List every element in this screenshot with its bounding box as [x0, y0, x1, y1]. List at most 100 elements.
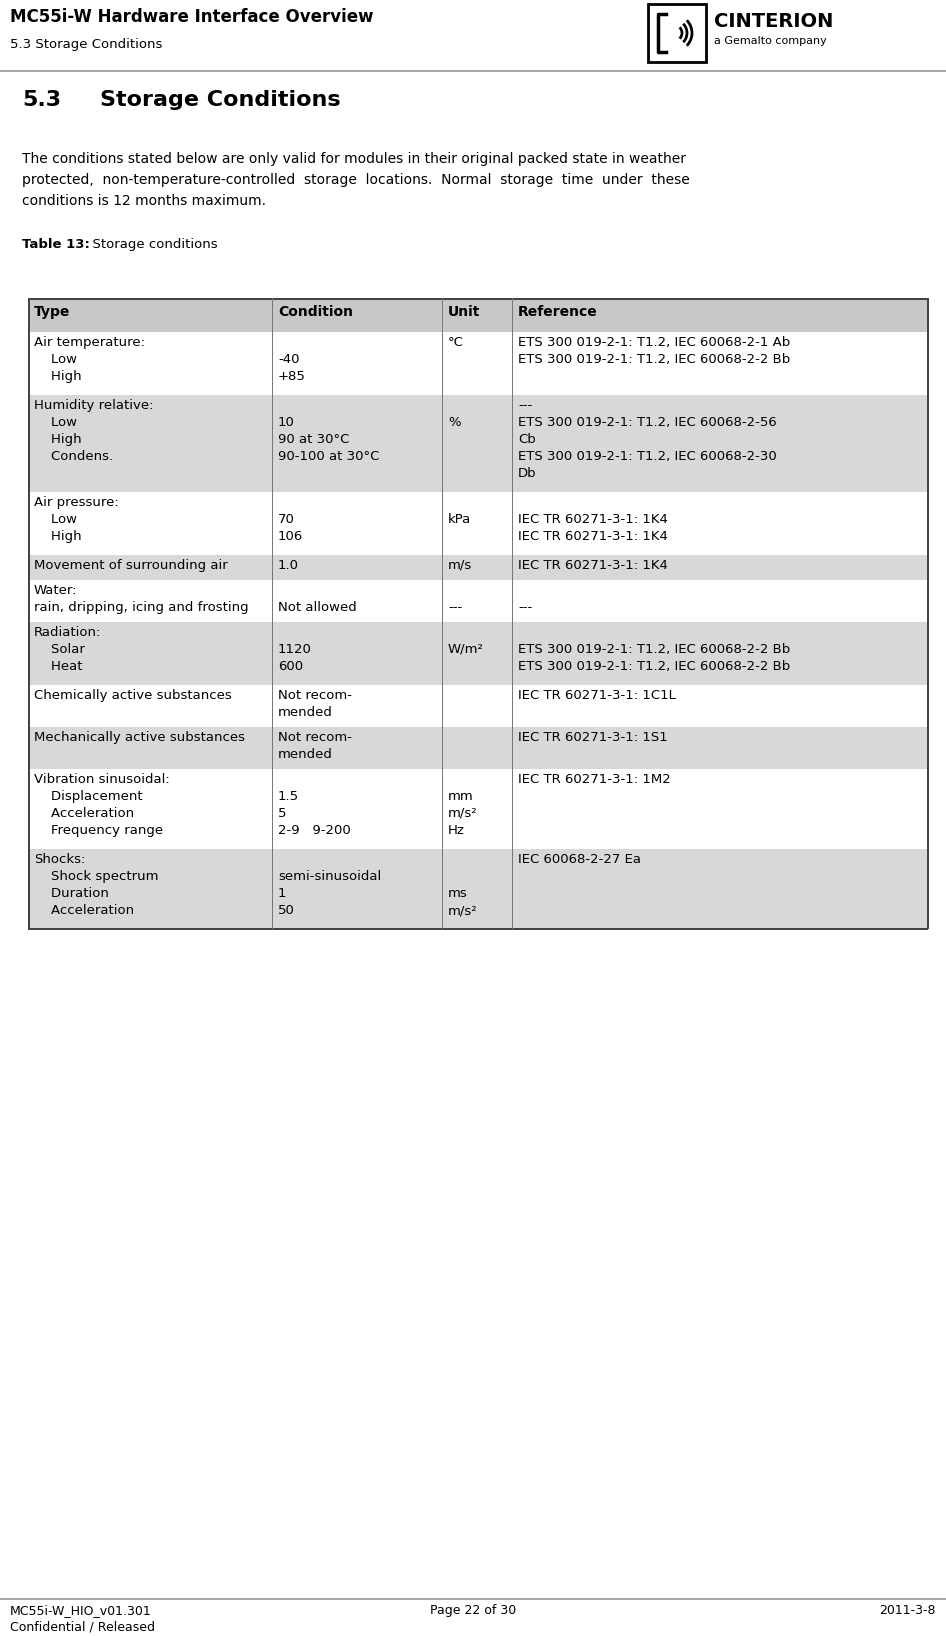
Text: 1: 1	[278, 887, 287, 900]
Bar	[28, 685, 928, 726]
Text: Page 22 of 30: Page 22 of 30	[429, 1603, 517, 1616]
Text: Duration: Duration	[34, 887, 109, 900]
Text: IEC TR 60271-3-1: 1K4: IEC TR 60271-3-1: 1K4	[518, 530, 668, 543]
Text: Mechanically active substances: Mechanically active substances	[34, 731, 245, 744]
Bar	[28, 298, 928, 299]
Bar	[28, 849, 928, 929]
Text: High: High	[34, 370, 81, 383]
Text: IEC TR 60271-3-1: 1S1: IEC TR 60271-3-1: 1S1	[518, 731, 668, 744]
Text: IEC TR 60271-3-1: 1K4: IEC TR 60271-3-1: 1K4	[518, 514, 668, 527]
Text: Reference: Reference	[518, 304, 598, 319]
Text: Water:: Water:	[34, 584, 78, 597]
Text: High: High	[34, 434, 81, 447]
Text: High: High	[34, 530, 81, 543]
Text: Low: Low	[34, 353, 77, 366]
Bar	[512, 298, 513, 929]
Text: m/s²: m/s²	[448, 807, 478, 820]
Text: ETS 300 019-2-1: T1.2, IEC 60068-2-56: ETS 300 019-2-1: T1.2, IEC 60068-2-56	[518, 416, 777, 429]
Bar	[28, 581, 928, 622]
Text: ETS 300 019-2-1: T1.2, IEC 60068-2-2 Bb: ETS 300 019-2-1: T1.2, IEC 60068-2-2 Bb	[518, 659, 790, 672]
Text: 5: 5	[278, 807, 287, 820]
Text: m/s²: m/s²	[448, 905, 478, 918]
Text: m/s: m/s	[448, 560, 472, 573]
Text: Unit: Unit	[448, 304, 481, 319]
Bar	[0, 70, 946, 72]
Text: ms: ms	[448, 887, 467, 900]
Text: Air temperature:: Air temperature:	[34, 335, 145, 348]
Text: 5.3 Storage Conditions: 5.3 Storage Conditions	[10, 38, 163, 51]
Text: 600: 600	[278, 659, 303, 672]
Text: conditions is 12 months maximum.: conditions is 12 months maximum.	[22, 195, 266, 208]
Text: Confidential / Released: Confidential / Released	[10, 1620, 155, 1633]
Text: ETS 300 019-2-1: T1.2, IEC 60068-2-30: ETS 300 019-2-1: T1.2, IEC 60068-2-30	[518, 450, 777, 463]
Text: ETS 300 019-2-1: T1.2, IEC 60068-2-2 Bb: ETS 300 019-2-1: T1.2, IEC 60068-2-2 Bb	[518, 643, 790, 656]
Bar	[28, 298, 928, 332]
Text: Not recom-: Not recom-	[278, 689, 352, 702]
Text: Air pressure:: Air pressure:	[34, 496, 119, 509]
Text: mended: mended	[278, 707, 333, 718]
Text: Shocks:: Shocks:	[34, 852, 85, 865]
Bar	[28, 298, 30, 929]
Text: Hz: Hz	[448, 825, 464, 838]
Text: +85: +85	[278, 370, 306, 383]
Text: CINTERION: CINTERION	[714, 11, 833, 31]
Text: Heat: Heat	[34, 659, 82, 672]
Bar	[28, 394, 928, 492]
Text: Acceleration: Acceleration	[34, 905, 134, 918]
Bar	[648, 3, 706, 62]
Text: W/m²: W/m²	[448, 643, 483, 656]
Text: IEC TR 60271-3-1: 1C1L: IEC TR 60271-3-1: 1C1L	[518, 689, 675, 702]
Bar	[28, 622, 928, 685]
Text: 90 at 30°C: 90 at 30°C	[278, 434, 349, 447]
Text: Shock spectrum: Shock spectrum	[34, 870, 159, 883]
Bar	[28, 492, 928, 555]
Text: °C: °C	[448, 335, 464, 348]
Text: 1.0: 1.0	[278, 560, 299, 573]
Text: -40: -40	[278, 353, 300, 366]
Text: 70: 70	[278, 514, 295, 527]
Text: Storage Conditions: Storage Conditions	[100, 90, 341, 110]
Bar	[28, 726, 928, 769]
Bar	[0, 0, 946, 72]
Text: IEC TR 60271-3-1: 1M2: IEC TR 60271-3-1: 1M2	[518, 772, 671, 785]
Text: IEC 60068-2-27 Ea: IEC 60068-2-27 Ea	[518, 852, 641, 865]
Text: 50: 50	[278, 905, 295, 918]
Text: Cb: Cb	[518, 434, 535, 447]
Text: Not recom-: Not recom-	[278, 731, 352, 744]
Text: %: %	[448, 416, 461, 429]
Bar	[272, 298, 273, 929]
Text: 2011-3-8: 2011-3-8	[880, 1603, 936, 1616]
Text: Radiation:: Radiation:	[34, 627, 101, 640]
Text: Solar: Solar	[34, 643, 85, 656]
Text: Type: Type	[34, 304, 70, 319]
Text: ---: ---	[518, 399, 533, 412]
Bar	[28, 555, 928, 581]
Text: protected,  non-temperature-controlled  storage  locations.  Normal  storage  ti: protected, non-temperature-controlled st…	[22, 173, 690, 187]
Text: MC55i-W_HIO_v01.301: MC55i-W_HIO_v01.301	[10, 1603, 151, 1616]
Text: ---: ---	[518, 600, 533, 614]
Text: Displacement: Displacement	[34, 790, 143, 803]
Text: Movement of surrounding air: Movement of surrounding air	[34, 560, 228, 573]
Text: Table 13:: Table 13:	[22, 237, 90, 250]
Text: The conditions stated below are only valid for modules in their original packed : The conditions stated below are only val…	[22, 152, 686, 165]
Text: Not allowed: Not allowed	[278, 600, 357, 614]
Bar	[0, 1598, 946, 1600]
Text: rain, dripping, icing and frosting: rain, dripping, icing and frosting	[34, 600, 249, 614]
Bar	[28, 332, 928, 394]
Text: mm: mm	[448, 790, 474, 803]
Text: Frequency range: Frequency range	[34, 825, 163, 838]
Text: 90-100 at 30°C: 90-100 at 30°C	[278, 450, 379, 463]
Text: MC55i-W Hardware Interface Overview: MC55i-W Hardware Interface Overview	[10, 8, 374, 26]
Text: kPa: kPa	[448, 514, 471, 527]
Text: Acceleration: Acceleration	[34, 807, 134, 820]
Text: semi-sinusoidal: semi-sinusoidal	[278, 870, 381, 883]
Text: 1120: 1120	[278, 643, 312, 656]
Text: Low: Low	[34, 416, 77, 429]
Bar	[442, 298, 443, 929]
Bar	[28, 928, 928, 929]
Text: 106: 106	[278, 530, 304, 543]
Text: a Gemalto company: a Gemalto company	[714, 36, 827, 46]
Text: ETS 300 019-2-1: T1.2, IEC 60068-2-1 Ab: ETS 300 019-2-1: T1.2, IEC 60068-2-1 Ab	[518, 335, 790, 348]
Text: mended: mended	[278, 748, 333, 761]
Text: Condens.: Condens.	[34, 450, 114, 463]
